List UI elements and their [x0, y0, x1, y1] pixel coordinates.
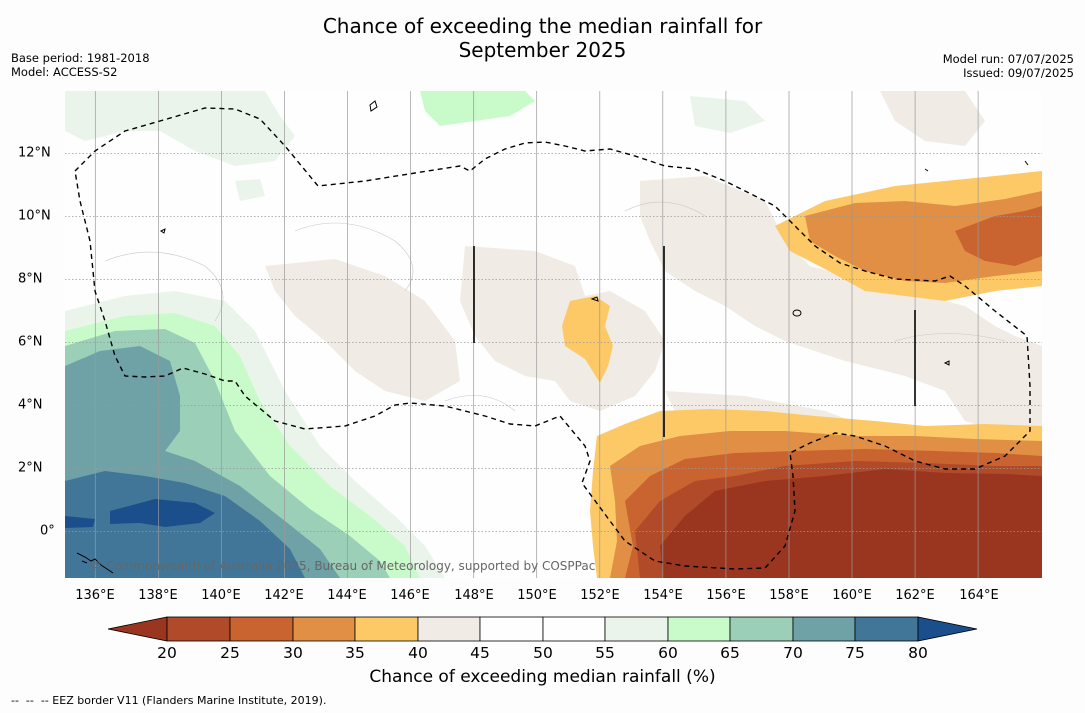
- model-run-text: Model run: 07/07/2025: [942, 52, 1074, 66]
- model-text: Model: ACCESS-S2: [11, 65, 118, 79]
- colorbar-label: Chance of exceeding median rainfall (%): [369, 667, 716, 687]
- eez-border: [74, 107, 1031, 570]
- colorbar-tick-20: 20: [157, 644, 177, 662]
- zone-40-45-north: [880, 91, 985, 146]
- colorbar-60-65: [667, 616, 731, 642]
- lon-tick-162: 162°E: [895, 588, 935, 603]
- lon-tick-148: 148°E: [454, 588, 494, 603]
- lat-tick-4n: 4°N: [18, 397, 43, 413]
- lon-tick-150: 150°E: [517, 588, 557, 603]
- island-6: [76, 552, 114, 574]
- island-4: [792, 309, 802, 317]
- lon-tick-146: 146°E: [390, 588, 430, 603]
- zone-40-45-east: [640, 176, 1042, 446]
- zone-30-35-ne: [805, 191, 1042, 283]
- lon-tick-154: 154°E: [643, 588, 683, 603]
- zone-35-40-center: [562, 296, 613, 383]
- lon-tick-156: 156°E: [706, 588, 746, 603]
- issued-text: Issued: 09/07/2025: [963, 66, 1074, 80]
- colorbar-tick-60: 60: [658, 644, 678, 662]
- colorbar-55-60: [604, 616, 669, 642]
- island-1: [369, 100, 378, 112]
- zone-55-60-ne: [690, 96, 765, 133]
- colorbar-20-25: [166, 616, 231, 642]
- colorbar-tick-25: 25: [220, 644, 240, 662]
- colorbar-40-45: [417, 616, 481, 642]
- lon-tick-160: 160°E: [832, 588, 872, 603]
- lat-tick-8n: 8°N: [18, 271, 43, 287]
- map-title: Chance of exceeding the median rainfall …: [0, 14, 1085, 62]
- colorbar-low-extend: [107, 616, 168, 642]
- lat-tick-0: 0°: [40, 523, 55, 539]
- lon-tick-142: 142°E: [264, 588, 304, 603]
- lat-tick-6n: 6°N: [18, 334, 43, 350]
- map-credit: © Commonwealth of Australia 2025, Bureau…: [90, 559, 596, 573]
- lon-tick-158: 158°E: [769, 588, 809, 603]
- lon-tick-140: 140°E: [201, 588, 241, 603]
- zone-40-45-west-mid: [265, 259, 460, 401]
- gridlines: [94, 91, 979, 578]
- colorbar-tick-65: 65: [720, 644, 740, 662]
- title-line-1: Chance of exceeding the median rainfall …: [322, 14, 763, 38]
- lat-tick-10n: 10°N: [18, 208, 51, 224]
- islands: [76, 100, 1029, 574]
- lon-tick-136: 136°E: [75, 588, 115, 603]
- colorbar-tick-70: 70: [783, 644, 803, 662]
- colorbar-tick-80: 80: [908, 644, 928, 662]
- zone-55-60-mid-w: [235, 179, 265, 201]
- zone-gt80-sw-edge: [65, 516, 95, 528]
- colorbar-35-40: [354, 616, 419, 642]
- colorbar-tick-75: 75: [845, 644, 865, 662]
- island-5: [943, 360, 950, 366]
- lon-tick-144: 144°E: [327, 588, 367, 603]
- colorbar-tick-55: 55: [595, 644, 615, 662]
- colorbar: [107, 616, 978, 642]
- lat-tick-2n: 2°N: [18, 460, 43, 476]
- colorbar-70-75: [792, 616, 856, 642]
- zone-lt20-se: [660, 469, 1042, 578]
- colorbar-tick-40: 40: [408, 644, 428, 662]
- colorbar-tick-35: 35: [345, 644, 365, 662]
- zone-25-30-ne: [955, 206, 1042, 266]
- contour-lines: [104, 201, 1006, 412]
- colorbar-tick-50: 50: [533, 644, 553, 662]
- island-3: [590, 296, 599, 302]
- colorbar-45-50: [479, 616, 544, 642]
- eez-footnote: -- -- -- EEZ border V11 (Flanders Marine…: [11, 694, 327, 707]
- reference-lines: [473, 246, 916, 437]
- lat-tick-12n: 12°N: [18, 145, 51, 161]
- colorbar-65-70: [729, 616, 794, 642]
- lon-tick-138: 138°E: [138, 588, 178, 603]
- title-line-2: September 2025: [458, 38, 627, 62]
- island-9: [1024, 160, 1029, 166]
- zone-gt80-sw: [110, 499, 215, 527]
- lon-tick-152: 152°E: [580, 588, 620, 603]
- colorbar-50-55: [542, 616, 606, 642]
- lon-tick-164: 164°E: [959, 588, 999, 603]
- rainfall-probability-map: [65, 91, 1042, 578]
- colorbar-high-extend: [917, 616, 978, 642]
- colorbar-25-30: [229, 616, 294, 642]
- colorbar-30-35: [292, 616, 356, 642]
- meta-right: Model run: 07/07/2025 Issued: 09/07/2025: [943, 52, 1074, 80]
- meta-left: Base period: 1981-2018 Model: ACCESS-S2: [11, 51, 150, 79]
- zone-60-65-north: [420, 91, 535, 126]
- colorbar-tick-30: 30: [283, 644, 303, 662]
- island-2: [160, 228, 166, 234]
- island-7: [81, 560, 88, 564]
- base-period-text: Base period: 1981-2018: [11, 51, 150, 65]
- island-8: [924, 168, 929, 172]
- colorbar-tick-45: 45: [470, 644, 490, 662]
- colorbar-75-80: [854, 616, 919, 642]
